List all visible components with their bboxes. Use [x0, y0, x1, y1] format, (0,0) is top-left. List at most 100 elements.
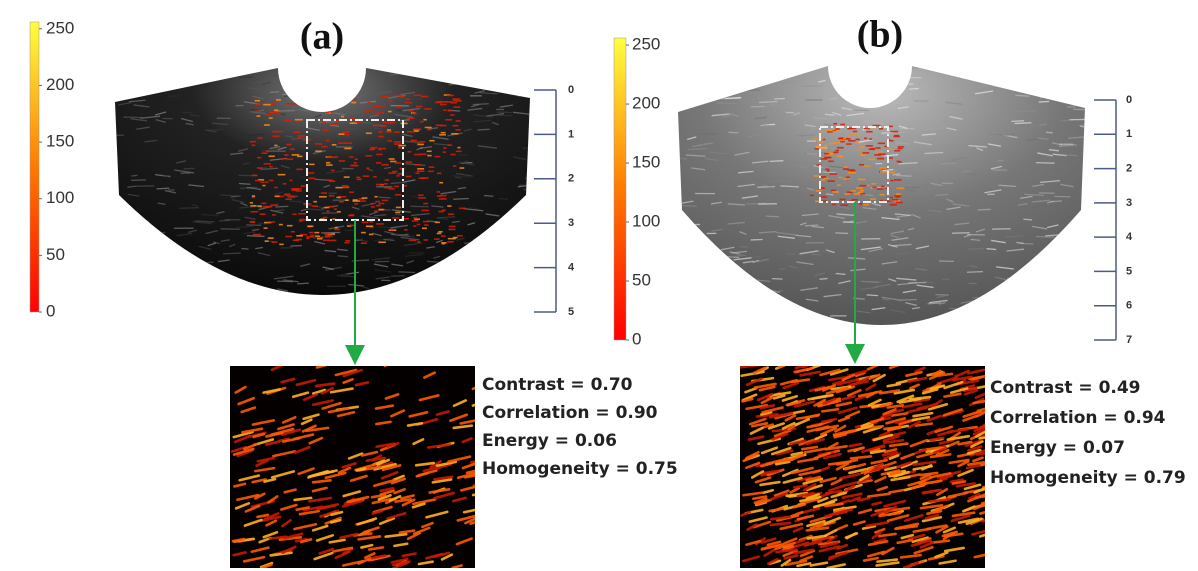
speckle-streak	[288, 329, 307, 331]
speckle-streak	[730, 357, 739, 359]
speckle-streak	[445, 289, 454, 291]
speckle-streak	[909, 88, 919, 89]
speckle-streak	[123, 211, 133, 213]
speckle-streak	[178, 56, 191, 58]
depth-tick-label: 2	[1126, 162, 1132, 174]
colorbar-tick-label: 150	[46, 132, 74, 151]
speckle-streak	[856, 101, 870, 104]
colorbar-tick-label: 250	[46, 18, 74, 37]
colorbar-tick-label: 0	[46, 301, 55, 320]
speckle-streak	[478, 129, 490, 130]
speckle-streak	[518, 78, 530, 79]
speckle-streak	[491, 232, 506, 233]
speckle-streak	[688, 321, 694, 323]
speckle-streak	[290, 246, 302, 247]
speckle-streak	[453, 198, 469, 199]
speckle-streak	[200, 273, 208, 275]
speckle-streak	[455, 177, 462, 178]
speckle-streak	[466, 308, 477, 309]
speckle-streak	[817, 64, 826, 65]
speckle-streak	[458, 155, 467, 156]
speckle-streak	[751, 352, 765, 355]
speckle-streak	[856, 103, 862, 105]
zoom-streak	[385, 361, 395, 366]
colorbar-tick-label: 50	[46, 245, 65, 264]
speckle-streak	[167, 96, 180, 97]
speckle-streak	[332, 200, 339, 201]
speckle-streak	[352, 75, 364, 77]
speckle-streak	[906, 330, 922, 331]
depth-tick-label: 0	[1126, 94, 1132, 106]
speckle-streak	[833, 355, 844, 356]
speckle-streak	[494, 115, 512, 116]
speckle-streak	[335, 94, 350, 97]
speckle-streak	[219, 337, 232, 339]
colorbar-tick-label: 50	[632, 271, 651, 290]
speckle-streak	[117, 330, 133, 333]
speckle-streak	[1049, 321, 1062, 323]
speckle-streak	[338, 256, 348, 257]
speckle-streak	[517, 213, 527, 215]
speckle-streak	[498, 56, 511, 59]
speckle-streak	[169, 250, 176, 252]
speckle-streak	[1029, 70, 1042, 73]
speckle-streak	[837, 361, 843, 364]
colorbar	[614, 38, 626, 340]
speckle-streak	[1056, 243, 1066, 244]
speckle-streak	[996, 293, 1009, 295]
speckle-streak	[398, 272, 415, 273]
speckle-streak	[513, 294, 529, 295]
speckle-streak	[986, 249, 996, 250]
speckle-streak	[514, 255, 531, 257]
speckle-streak	[817, 320, 826, 322]
speckle-streak	[423, 65, 434, 67]
speckle-streak	[154, 85, 168, 86]
speckle-streak	[484, 196, 493, 197]
speckle-streak	[939, 355, 948, 357]
speckle-streak	[800, 51, 811, 52]
speckle-streak	[807, 61, 824, 64]
speckle-streak	[286, 74, 297, 75]
speckle-streak	[171, 84, 178, 85]
speckle-streak	[447, 263, 467, 264]
speckle-streak	[484, 260, 497, 263]
speckle-streak	[376, 62, 385, 65]
speckle-streak	[766, 216, 779, 217]
speckle-streak	[759, 102, 778, 103]
depth-tick-label: 7	[1126, 334, 1132, 346]
speckle-streak	[999, 73, 1012, 74]
speckle-streak	[703, 71, 718, 72]
speckle-streak	[714, 340, 729, 341]
texture-metric: Energy = 0.07	[990, 438, 1125, 458]
speckle-streak	[1054, 196, 1070, 197]
speckle-streak	[833, 344, 853, 346]
speckle-streak	[129, 228, 146, 230]
speckle-streak	[679, 260, 696, 262]
speckle-streak	[131, 175, 137, 176]
speckle-streak	[457, 320, 473, 322]
speckle-streak	[692, 365, 701, 367]
speckle-streak	[848, 56, 855, 58]
speckle-streak	[233, 335, 243, 337]
speckle-streak	[1078, 57, 1087, 58]
speckle-streak	[437, 79, 452, 80]
speckle-streak	[1051, 343, 1059, 345]
speckle-streak	[771, 346, 789, 349]
speckle-streak	[893, 77, 901, 79]
speckle-streak	[277, 56, 289, 58]
speckle-streak	[496, 260, 514, 263]
speckle-streak	[897, 84, 914, 85]
speckle-streak	[825, 114, 834, 115]
speckle-streak	[473, 104, 489, 105]
speckle-streak	[860, 89, 871, 91]
speckle-streak	[755, 326, 769, 327]
speckle-streak	[694, 355, 708, 356]
speckle-streak	[968, 248, 984, 249]
speckle-streak	[515, 79, 526, 81]
speckle-streak	[686, 375, 698, 377]
texture-metric: Contrast = 0.70	[482, 375, 633, 395]
speckle-streak	[779, 269, 786, 270]
speckle-streak	[1048, 96, 1059, 99]
speckle-streak	[356, 326, 362, 327]
speckle-streak	[137, 251, 154, 252]
